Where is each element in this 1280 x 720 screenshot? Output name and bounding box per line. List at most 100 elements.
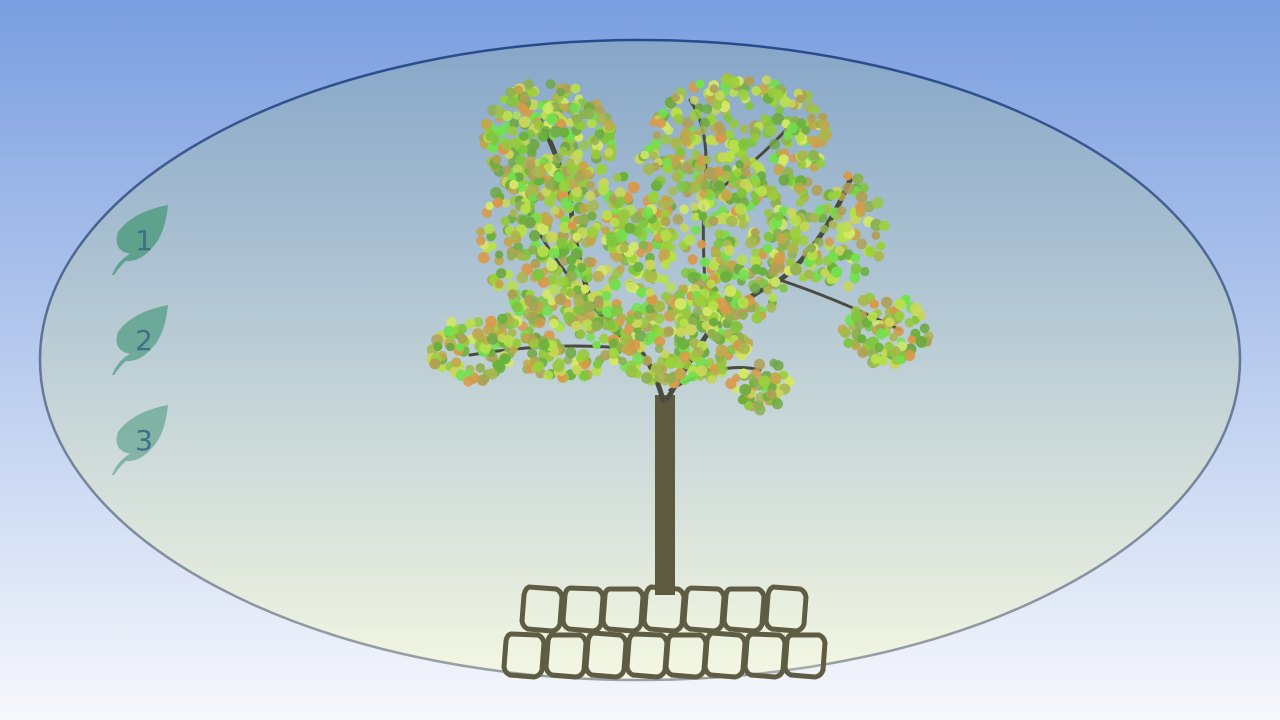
leaf-dot [594,129,605,140]
leaf-dot [512,301,523,313]
leaf-dot [713,180,726,192]
leaf-dot [632,353,645,365]
leaf-dot [507,289,518,300]
leaf-dot [806,135,816,145]
leaf-dot [550,206,560,216]
stone-block [702,630,748,680]
leaf-dot [700,257,710,267]
leaf-dot [671,171,683,183]
leaf-dot [509,318,520,328]
leaf-dot [808,149,819,161]
leaf-dot [793,182,806,194]
leaf-dot [776,233,788,244]
leaf-dot [554,293,567,306]
leaf-dot [472,317,484,328]
leaf-dot [684,234,696,246]
leaf-dot [517,144,528,155]
leaf-dot [586,226,599,238]
leaf-dot [687,272,699,284]
leaf-dot [591,320,603,332]
leaf-dot [671,93,680,102]
leaf-dot [497,313,508,325]
leaf-dot [494,279,504,289]
leaf-dot [528,245,538,255]
leaf-dot [576,329,586,340]
leaf-dot [486,333,499,345]
leaf-dot [819,120,830,131]
leaf-dot [870,219,883,231]
leaf-dot [485,131,496,142]
leaf-dot [876,241,886,251]
leaf-dot [630,212,642,224]
leaf-dot [915,336,927,348]
leaf-icon [112,405,168,475]
leaf-dot [591,365,602,377]
leaf-dot [494,250,504,259]
leaf-dot [797,159,807,169]
leaf-dot [850,253,861,263]
leaf-dot [676,180,688,193]
leaf-dot [641,207,654,219]
leaf-dot [909,302,922,315]
leaf-dot [816,204,826,214]
leaf-dot [789,227,802,239]
leaf-dot [680,161,692,174]
leaf-dot [576,353,586,363]
level-button-2[interactable]: 2 [112,305,168,375]
leaf-dot [556,237,568,249]
level-list: 1 2 3 [112,205,168,475]
leaf-dot [663,326,675,337]
leaf-dot [519,131,529,141]
leaf-dot [714,90,725,101]
leaf-dot [904,349,916,361]
leaf-dot [708,216,719,227]
leaf-dot [720,305,731,316]
leaf-dot [600,350,611,361]
leaf-dot [689,95,699,105]
leaf-dot [616,196,626,207]
stone-block [501,631,547,680]
leaf-dot [724,285,737,298]
leaf-dot [717,152,728,163]
leaf-dot [546,113,558,125]
leaf-dot [597,184,609,196]
level-number: 3 [135,424,153,457]
leaf-dot [787,122,798,134]
leaf-dot [566,163,579,176]
leaf-dot [738,219,749,230]
leaf-dot [843,281,854,292]
leaf-dot [720,271,732,283]
leaf-dot [759,251,768,260]
leaf-dot [609,217,620,227]
leaf-dot [738,342,750,355]
leaf-dot [657,199,666,209]
level-button-1[interactable]: 1 [112,205,168,275]
leaf-dot [571,113,582,124]
leaf-dot [646,294,658,306]
leaf-dot [455,342,465,352]
leaf-dot [695,79,705,89]
leaf-dot [569,103,581,114]
leaf-dot [750,255,761,267]
leaf-dot [649,151,659,161]
leaf-dot [558,146,568,156]
leaf-dot [857,334,867,344]
leaf-dot [772,360,784,371]
leaf-dot [527,348,538,359]
level-button-3[interactable]: 3 [112,405,168,475]
leaf-dot [894,310,905,322]
leaf-dot [778,174,790,186]
leaf-dot [783,131,792,141]
leaf-dot [457,333,468,344]
tree-foliage[interactable] [426,73,934,416]
leaf-dot [533,119,544,131]
leaf-dot [548,247,560,259]
leaf-dot [709,317,719,327]
leaf-dot [586,117,598,129]
leaf-dot [820,268,829,278]
leaf-dot [455,369,467,381]
leaf-dot [500,216,510,226]
leaf-dot [665,373,677,384]
leaf-dot [691,225,701,235]
leaf-dot [592,340,601,350]
